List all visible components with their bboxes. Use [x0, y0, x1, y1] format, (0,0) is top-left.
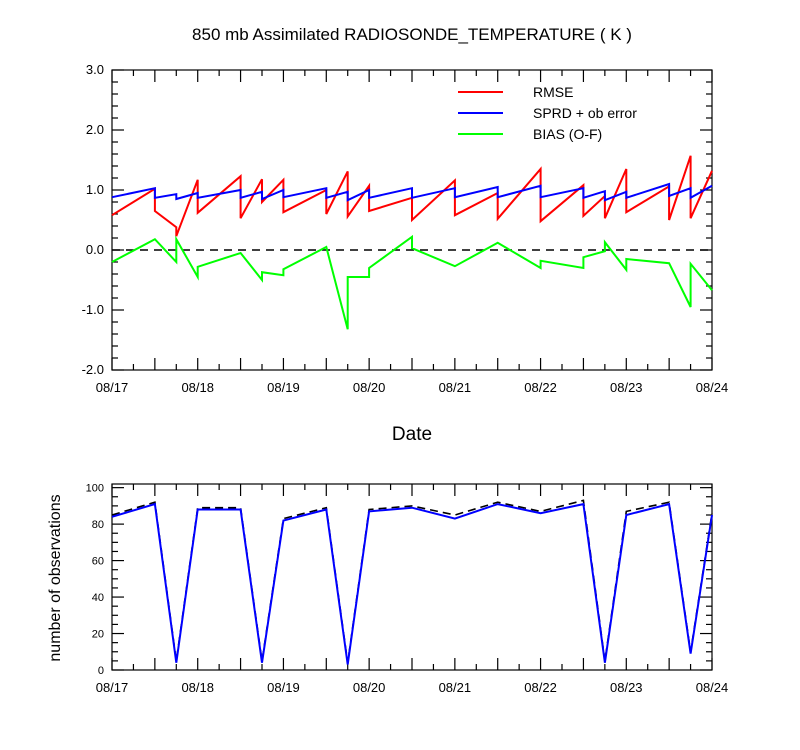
bottom-chart-y-tick-label: 0: [98, 665, 104, 677]
bottom-chart-plot-frame: [111, 483, 713, 671]
bottom-chart: 08/17 08/18 08/19 08/20 08/21 08/22 08/23 08/24…: [86, 483, 729, 695]
top-chart-x-tick-label: 08/20: [353, 380, 386, 395]
bottom-chart-y-axis-label: number of observations: [47, 494, 64, 661]
top-chart-x-axis-label: Date: [392, 424, 432, 445]
top-chart: 08/17 08/18 08/19 08/20 08/21 08/22 08/23 08/24…: [82, 62, 729, 395]
top-chart-series-line: [111, 234, 713, 330]
top-chart-legend-label: BIAS (O-F): [533, 126, 602, 142]
top-chart-y-tick-label: 2.0: [86, 122, 104, 137]
bottom-chart-x-tick-label: 08/17: [96, 680, 129, 695]
top-chart-x-tick-label: 08/22: [524, 380, 557, 395]
top-chart-x-tick-label: 08/18: [181, 380, 214, 395]
top-chart-series-line: [111, 155, 713, 237]
top-chart-x-tick-label: 08/21: [439, 380, 472, 395]
bottom-chart-x-tick-label: 08/19: [267, 680, 300, 695]
top-chart-y-tick-label: 0.0: [86, 242, 104, 257]
bottom-chart-series-line: [111, 502, 713, 665]
bottom-chart-x-tick-label: 08/23: [610, 680, 643, 695]
top-chart-x-tick-label: 08/23: [610, 380, 643, 395]
top-chart-y-tick-label: -1.0: [82, 302, 104, 317]
top-chart-y-tick-label: -2.0: [82, 362, 104, 377]
bottom-chart-series-line: [111, 499, 713, 663]
top-chart-title: 850 mb Assimilated RADIOSONDE_TEMPERATUR…: [192, 25, 632, 44]
bottom-chart-x-tick-label: 08/24: [696, 680, 729, 695]
top-chart-y-tick-label: 1.0: [86, 182, 104, 197]
top-chart-x-tick-label: 08/17: [96, 380, 129, 395]
bottom-chart-x-tick-label: 08/21: [439, 680, 472, 695]
top-chart-x-tick-label: 08/24: [696, 380, 729, 395]
top-chart-legend-label: RMSE: [533, 84, 573, 100]
bottom-chart-y-tick-label: 20: [92, 629, 104, 641]
top-chart-series-line: [111, 182, 713, 202]
top-chart-y-tick-label: 3.0: [86, 62, 104, 77]
bottom-chart-y-tick-label: 60: [92, 556, 104, 568]
bottom-chart-x-tick-label: 08/18: [181, 680, 214, 695]
bottom-chart-y-tick-label: 40: [92, 592, 104, 604]
bottom-chart-x-tick-label: 08/20: [353, 680, 386, 695]
bottom-chart-x-tick-label: 08/22: [524, 680, 557, 695]
top-chart-x-tick-label: 08/19: [267, 380, 300, 395]
bottom-chart-y-tick-label: 80: [92, 519, 104, 531]
top-chart-legend-label: SPRD + ob error: [533, 105, 637, 121]
bottom-chart-y-tick-label: 100: [86, 483, 104, 495]
